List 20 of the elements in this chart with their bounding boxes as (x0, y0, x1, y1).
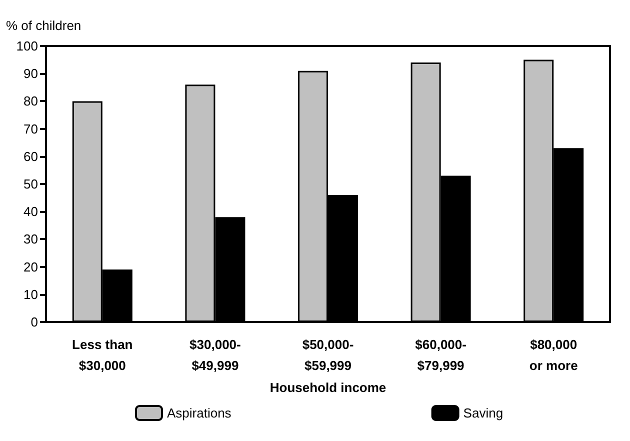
legend-label: Aspirations (167, 406, 232, 420)
x-axis-title: Household income (270, 380, 386, 395)
x-tick-label: $50,000- $59,999 (302, 337, 354, 373)
y-tick-label: 80 (24, 94, 38, 109)
y-tick-label: 50 (24, 176, 38, 192)
y-tick-label: 90 (24, 66, 38, 82)
y-tick-label: 60 (24, 148, 38, 164)
y-tick-label: 70 (24, 121, 38, 136)
x-tick-label: Less than $30,000 (72, 337, 133, 373)
x-tick-label: $30,000- $49,999 (190, 337, 241, 373)
y-tick-label: 40 (24, 204, 38, 220)
y-tick-label: 30 (24, 232, 38, 247)
legend-label: Saving (463, 406, 504, 420)
y-tick-label: 10 (24, 286, 38, 302)
y-tick-label: 100 (16, 38, 38, 54)
x-tick-label: $60,000- $79,999 (415, 337, 466, 373)
y-tick-label: 20 (24, 259, 38, 274)
y-tick-label: 0 (30, 314, 38, 330)
y-axis-title: % of children (6, 18, 82, 33)
x-tick-label: $80,000 or more (529, 337, 578, 373)
